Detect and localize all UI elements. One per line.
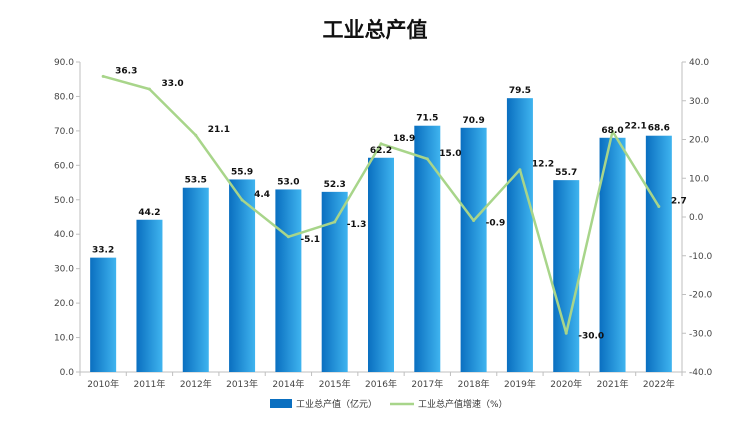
right-tick-label: 0.0 — [689, 213, 704, 223]
left-tick-label: 30.0 — [54, 265, 74, 275]
right-tick-label: -20.0 — [689, 291, 713, 301]
bar — [599, 137, 626, 372]
bar — [506, 98, 533, 373]
x-tick-label: 2010年 — [87, 378, 119, 390]
bar-series — [90, 98, 672, 373]
bar-value-label: 71.5 — [416, 114, 438, 124]
line-value-label: -30.0 — [578, 331, 604, 341]
line-value-label: 2.7 — [671, 197, 687, 207]
line-point — [101, 74, 105, 78]
left-tick-label: 20.0 — [54, 299, 74, 309]
bar-value-label: 53.0 — [277, 177, 299, 187]
left-tick-label: 0.0 — [60, 368, 75, 378]
data-labels: 33.2 44.2 53.5 55.9 53.0 52.3 62.2 71.5 70.9 79.5… — [92, 66, 687, 341]
line-value-label: 36.3 — [115, 66, 137, 76]
line-value-label: -5.1 — [300, 235, 320, 245]
right-tick-label: -40.0 — [689, 368, 713, 378]
bar — [460, 127, 487, 373]
bar-value-label: 68.6 — [648, 124, 670, 134]
x-tick-label: 2018年 — [458, 378, 490, 390]
bar — [368, 157, 394, 372]
bar — [414, 125, 441, 372]
x-tick-label: 2017年 — [411, 378, 443, 390]
x-tick-label: 2020年 — [550, 378, 582, 390]
chart-title: 工业总产值 — [322, 17, 428, 42]
line-point — [379, 142, 383, 146]
axes: 0.0 10.0 20.0 30.0 40.0 50.0 60.0 70.0 80.0 90.0 -… — [54, 58, 713, 390]
x-tick-label: 2016年 — [365, 378, 397, 390]
x-tick-label: 2014年 — [272, 378, 304, 390]
x-tick-label: 2013年 — [226, 378, 258, 390]
line-value-label: 33.0 — [161, 79, 183, 89]
x-tick-label: 2019年 — [504, 378, 536, 390]
line-value-label: 18.9 — [393, 134, 415, 144]
x-tick-label: 2021年 — [597, 378, 629, 390]
left-tick-label: 50.0 — [54, 196, 74, 206]
bar — [90, 257, 117, 372]
line-value-label: 22.1 — [625, 121, 647, 131]
legend-bar-label: 工业总产值（亿元） — [296, 398, 377, 410]
bar — [136, 219, 163, 372]
line-value-label: 21.1 — [208, 125, 230, 135]
line-point — [564, 331, 568, 335]
right-tick-label: 30.0 — [689, 97, 709, 107]
bar-value-label: 55.7 — [555, 168, 577, 178]
line-value-label: 4.4 — [254, 190, 270, 200]
left-tick-label: 90.0 — [54, 58, 74, 68]
line-point — [333, 220, 337, 224]
x-tick-label: 2022年 — [643, 378, 675, 390]
line-series — [101, 74, 661, 335]
left-tick-label: 60.0 — [54, 161, 74, 171]
line-value-label: 12.2 — [532, 160, 554, 170]
line-point — [147, 87, 151, 91]
bar-value-label: 68.0 — [601, 126, 623, 136]
legend-line-label: 工业总产值增速（%） — [418, 398, 508, 410]
right-tick-label: 20.0 — [689, 136, 709, 146]
bar-value-label: 33.2 — [92, 246, 114, 256]
right-tick-label: 10.0 — [689, 174, 709, 184]
right-tick-label: 40.0 — [689, 58, 709, 68]
left-tick-label: 80.0 — [54, 92, 74, 102]
bar-value-label: 53.5 — [185, 176, 207, 186]
bar-value-label: 79.5 — [509, 86, 531, 96]
bar — [275, 189, 302, 372]
bar-value-label: 55.9 — [231, 167, 253, 177]
x-tick-label: 2011年 — [134, 378, 166, 390]
line-value-label: 15.0 — [439, 149, 461, 159]
bar-value-label: 62.2 — [370, 146, 392, 156]
right-tick-label: -30.0 — [689, 329, 713, 339]
left-tick-label: 70.0 — [54, 127, 74, 137]
line-point — [286, 235, 290, 239]
bar-value-label: 70.9 — [463, 116, 485, 126]
bar — [229, 179, 256, 372]
bar-value-label: 52.3 — [324, 180, 346, 190]
bar — [553, 180, 580, 372]
line-point — [611, 129, 615, 133]
line-value-label: -0.9 — [486, 218, 506, 228]
line-point — [518, 168, 522, 172]
left-tick-label: 40.0 — [54, 230, 74, 240]
left-tick-label: 10.0 — [54, 334, 74, 344]
line-point — [472, 218, 476, 222]
bar-value-label: 44.2 — [138, 208, 160, 218]
legend: 工业总产值（亿元） 工业总产值增速（%） — [270, 398, 508, 410]
bar — [321, 191, 348, 372]
line-value-label: -1.3 — [347, 220, 367, 230]
line-point — [425, 157, 429, 161]
line-point — [657, 205, 661, 209]
x-tick-label: 2012年 — [180, 378, 212, 390]
bar — [645, 135, 672, 372]
x-tick-label: 2015年 — [319, 378, 351, 390]
right-tick-label: -10.0 — [689, 252, 713, 262]
line-point — [194, 133, 198, 137]
legend-bar-swatch — [270, 399, 292, 408]
bar — [182, 187, 209, 372]
line-point — [240, 198, 244, 202]
